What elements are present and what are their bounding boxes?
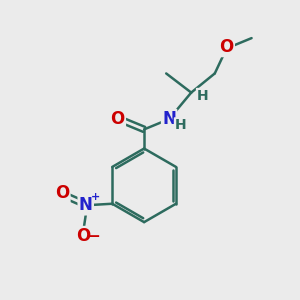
Text: −: − <box>88 229 100 244</box>
Text: O: O <box>110 110 125 128</box>
Text: H: H <box>175 118 186 132</box>
Text: N: N <box>79 196 93 214</box>
Text: +: + <box>91 192 100 202</box>
Text: O: O <box>55 184 69 202</box>
Text: H: H <box>196 88 208 103</box>
Text: N: N <box>162 110 176 128</box>
Text: O: O <box>76 227 90 245</box>
Text: O: O <box>219 38 234 56</box>
